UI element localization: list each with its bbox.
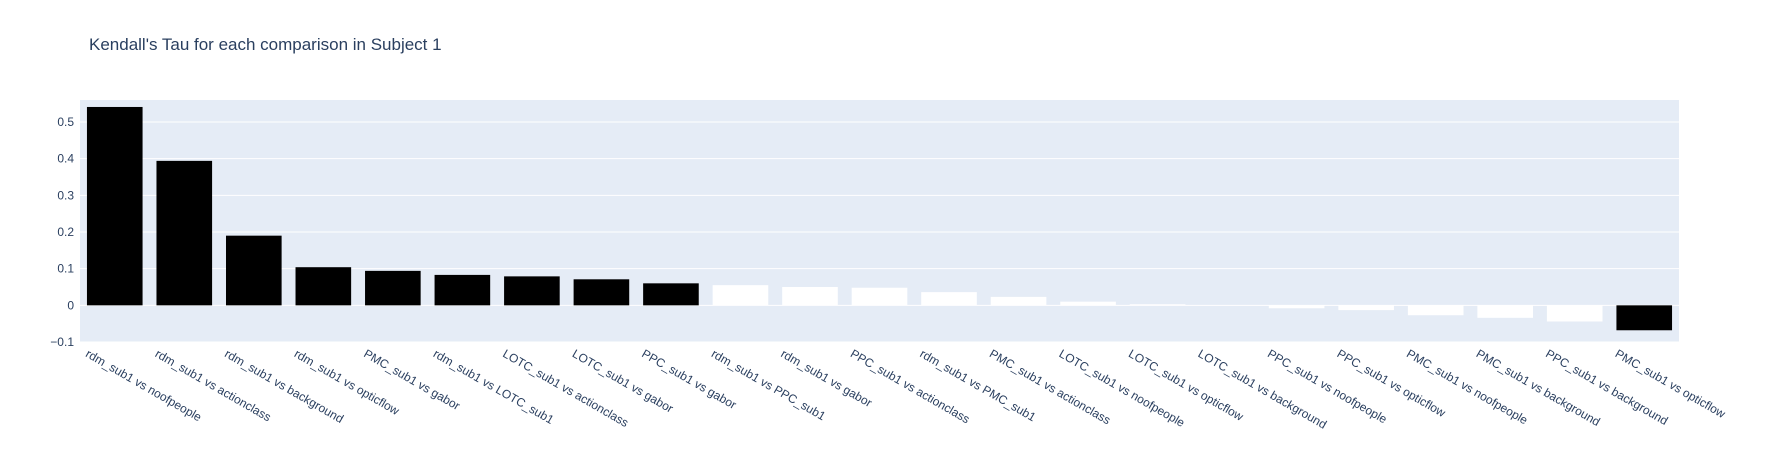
- bar: [1060, 301, 1116, 306]
- bar: [86, 106, 143, 306]
- y-tick-label: −0.1: [50, 335, 74, 349]
- bar: [1199, 304, 1255, 306]
- y-axis-ticks: −0.1 0 0.1 0.2 0.3 0.4 0.5: [50, 115, 74, 349]
- bar: [295, 267, 352, 306]
- gridlines: [80, 121, 1679, 343]
- bar: [921, 292, 977, 306]
- bar: [782, 287, 838, 306]
- bar: [434, 274, 491, 306]
- bar: [156, 160, 213, 306]
- bar: [1546, 305, 1603, 322]
- bar: [365, 270, 421, 306]
- y-tick-label: 0.3: [57, 188, 74, 202]
- y-tick-label: 0.5: [57, 115, 74, 129]
- chart-title: Kendall's Tau for each comparison in Sub…: [89, 35, 442, 54]
- y-tick-label: 0: [67, 298, 74, 312]
- bar: [1338, 305, 1394, 311]
- bar: [573, 279, 630, 306]
- bar: [225, 235, 282, 306]
- bar: [1268, 305, 1325, 309]
- bar: [643, 283, 699, 306]
- y-tick-label: 0.1: [57, 262, 74, 276]
- bars: [86, 106, 1673, 331]
- bar: [1129, 304, 1186, 306]
- bar: [851, 287, 908, 306]
- y-tick-label: 0.4: [57, 152, 74, 166]
- bar: [1477, 305, 1534, 318]
- bar: [1616, 305, 1673, 331]
- bar: [1407, 305, 1464, 316]
- bar: [712, 285, 769, 306]
- bar: [990, 296, 1047, 306]
- y-tick-label: 0.2: [57, 225, 74, 239]
- bar: [504, 276, 560, 306]
